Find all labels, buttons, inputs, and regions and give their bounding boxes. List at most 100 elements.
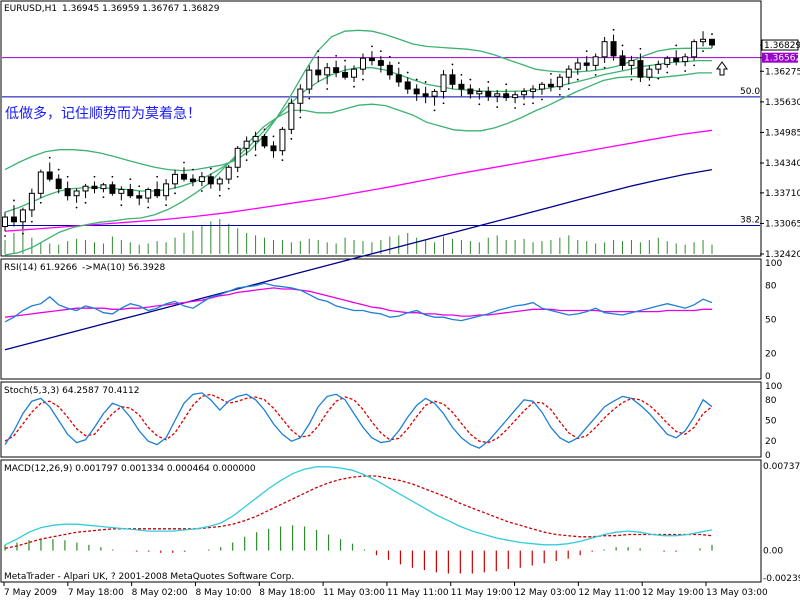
x-tick-label: 12 May 19:00 xyxy=(642,588,704,598)
candle-body xyxy=(503,93,510,99)
sar-dot xyxy=(290,137,293,140)
sar-dot xyxy=(21,232,24,235)
stoch-title: Stoch(5,3,3) 64.2587 70.4112 xyxy=(4,386,139,396)
candle-body xyxy=(386,64,393,76)
candle-body xyxy=(583,62,590,66)
sar-dot xyxy=(335,54,338,57)
sar-dot xyxy=(433,109,436,112)
sar-dot xyxy=(666,71,669,74)
bollinger-upper xyxy=(4,29,712,172)
candle-body xyxy=(333,67,340,73)
sar-dot xyxy=(558,93,561,96)
candle-body xyxy=(252,135,259,142)
stoch-y-tick-label: 50 xyxy=(765,417,777,427)
candle-body xyxy=(395,74,402,83)
sar-dot xyxy=(442,102,445,105)
candle-body xyxy=(91,185,98,190)
axes-layer: 1.36829 1.36562 1.36275 1.35630 1.34985 1.343… xyxy=(3,39,800,598)
sar-dot xyxy=(675,44,678,47)
sar-dot xyxy=(639,47,642,50)
candle-body xyxy=(458,83,465,90)
sar-dot xyxy=(245,159,248,162)
candle-body xyxy=(324,67,331,76)
rsi-y-tick-label: 100 xyxy=(765,259,782,269)
fib-label: 50.0 xyxy=(740,87,760,97)
candle-body xyxy=(297,88,304,104)
candle-body xyxy=(494,93,501,97)
candle-body xyxy=(574,62,581,70)
rsi-y-tick-label: 20 xyxy=(765,349,777,359)
candle-body xyxy=(368,57,375,62)
candle-body xyxy=(216,178,223,185)
main-y-tick-label: 1.33065 xyxy=(765,219,800,229)
sar-dot xyxy=(218,194,221,197)
candle-body xyxy=(601,41,608,58)
candle-body xyxy=(64,188,71,197)
sar-dot xyxy=(174,192,176,195)
sar-dot xyxy=(702,50,704,53)
candle-body xyxy=(565,68,572,78)
macd-pane-frame[interactable] xyxy=(0,459,762,583)
candle-body xyxy=(700,38,707,43)
candle-body xyxy=(37,171,44,194)
sar-dot xyxy=(263,128,266,131)
candle-body xyxy=(655,63,662,70)
x-tick-label: 7 May 18:00 xyxy=(68,588,124,598)
sar-dot xyxy=(272,135,275,138)
candle-body xyxy=(377,60,384,66)
sar-dot xyxy=(93,175,96,178)
candle-body xyxy=(145,189,152,199)
sar-dot xyxy=(541,98,543,101)
rsi-title: RSI(14) 61.9266 xyxy=(4,263,77,273)
macd-y-tick-label: 0.007372 xyxy=(763,462,800,472)
sar-dot xyxy=(379,50,382,53)
candle-body xyxy=(315,69,322,76)
sar-dot xyxy=(102,196,105,199)
sar-dot xyxy=(57,168,60,171)
sar-dot xyxy=(451,63,454,66)
candle-body xyxy=(207,176,214,185)
stoch-signal-line xyxy=(4,393,713,444)
stoch-y-tick-label: 0 xyxy=(765,451,771,461)
sar-dot xyxy=(603,66,606,69)
candle-body xyxy=(73,190,80,197)
candle-body xyxy=(279,128,286,152)
rsi-pane-frame[interactable] xyxy=(0,258,762,380)
candle-body xyxy=(109,184,116,194)
rsi-y-tick-label: 50 xyxy=(765,316,777,326)
sar-dot xyxy=(424,81,427,83)
ohlc-label: 1.36945 1.36959 1.36767 1.36829 xyxy=(62,4,220,14)
candle-body xyxy=(198,176,205,182)
macd-title: MACD(12,26,9) 0.001797 0.001334 0.000464… xyxy=(4,464,256,474)
sar-dot xyxy=(317,50,320,53)
sar-dot xyxy=(192,168,194,171)
candle-body xyxy=(610,41,617,57)
candle-body xyxy=(82,185,89,192)
sar-dot xyxy=(550,72,552,75)
rsi-ma-title: ->MA(10) 56.3928 xyxy=(82,263,166,273)
main-pane-frame[interactable] xyxy=(0,0,762,257)
sar-dot xyxy=(308,97,311,100)
sar-dot xyxy=(576,78,579,81)
sar-dot xyxy=(156,175,159,178)
sar-dot xyxy=(478,103,481,106)
x-tick-label: 11 May 03:00 xyxy=(323,588,385,598)
candle-body xyxy=(709,38,715,46)
rsi-line xyxy=(4,282,713,323)
candle-body xyxy=(342,71,349,78)
stoch-y-tick-label: 20 xyxy=(765,437,777,447)
candle-body xyxy=(136,195,143,199)
sar-dot xyxy=(523,103,525,106)
sar-dot xyxy=(13,199,15,202)
candle-body xyxy=(154,189,161,197)
candle-body xyxy=(682,56,689,63)
sar-dot xyxy=(388,55,391,58)
sar-dot xyxy=(648,84,651,87)
stoch-y-tick-label: 100 xyxy=(765,382,782,392)
sar-dot xyxy=(281,159,284,162)
candle-body xyxy=(243,140,250,149)
stoch-pane-frame[interactable] xyxy=(0,381,762,458)
stoch-main-line xyxy=(4,392,713,449)
sar-dot xyxy=(514,107,517,109)
